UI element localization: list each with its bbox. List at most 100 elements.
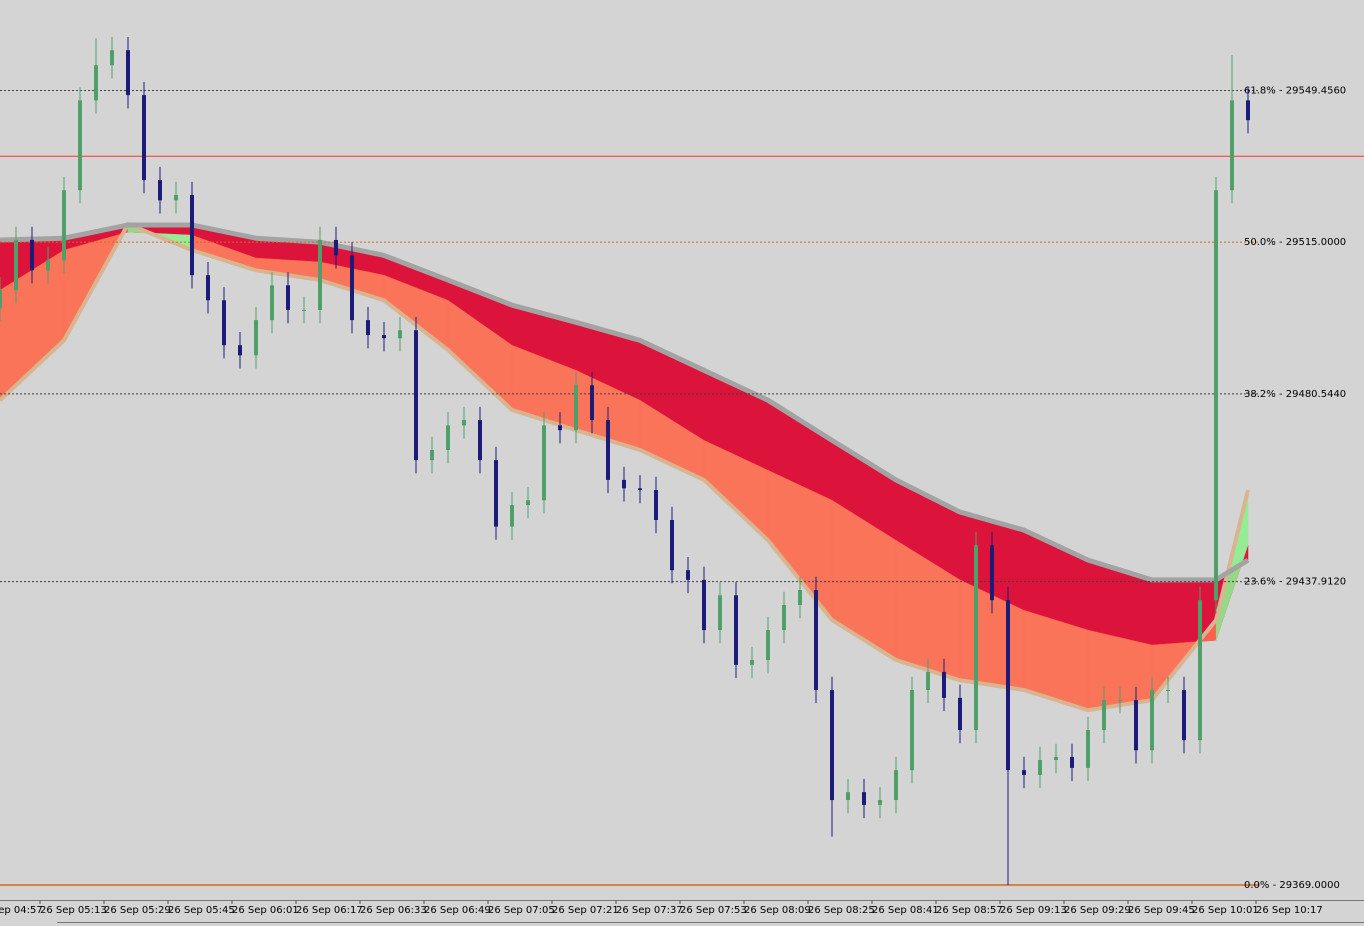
x-tick-label: 26 Sep 08:57 — [936, 905, 1003, 916]
candle-body — [190, 195, 194, 276]
x-tick-label: 26 Sep 04:57 — [0, 905, 43, 916]
candle-body — [1198, 600, 1202, 741]
candle-body — [846, 792, 850, 801]
candle-body — [110, 50, 114, 66]
candle-body — [1086, 730, 1090, 768]
x-tick-label: 26 Sep 05:13 — [40, 905, 107, 916]
candle-body — [222, 300, 226, 346]
x-tick-label: 26 Sep 07:37 — [616, 905, 683, 916]
candle-body — [1006, 600, 1010, 771]
candle-body — [574, 385, 578, 431]
candle-body — [238, 345, 242, 356]
candle-body — [734, 595, 738, 665]
candle-body — [174, 195, 178, 201]
x-tick-label: 26 Sep 10:01 — [1192, 905, 1259, 916]
candle-body — [1038, 759, 1042, 775]
fast-ma — [0, 221, 1250, 713]
candle-body — [654, 490, 658, 521]
candle-body — [494, 460, 498, 527]
x-tick-label: 26 Sep 08:41 — [872, 905, 939, 916]
candle-body — [926, 671, 930, 690]
x-tick-label: 26 Sep 05:29 — [104, 905, 171, 916]
candle-body — [702, 579, 706, 631]
candle-body — [1070, 756, 1074, 768]
candle-body — [1150, 689, 1154, 751]
slow-ma — [0, 222, 1250, 583]
x-tick-label: 26 Sep 06:49 — [424, 905, 491, 916]
candle-body — [670, 520, 674, 571]
candle-body — [974, 545, 978, 731]
fib-label: 61.8% - 29549.4560 — [1244, 85, 1346, 96]
candle-body — [1214, 190, 1218, 601]
x-tick-label: 26 Sep 05:45 — [168, 905, 235, 916]
candle-body — [1022, 770, 1026, 775]
x-tick-label: 26 Sep 06:33 — [360, 905, 427, 916]
candle-body — [542, 425, 546, 501]
candle-body — [606, 420, 610, 480]
candle-body — [414, 330, 418, 461]
x-tick-label: 26 Sep 09:45 — [1128, 905, 1195, 916]
candle-body — [446, 425, 450, 450]
candle-body — [158, 180, 162, 201]
candle-body — [94, 65, 98, 101]
candle-body — [270, 285, 274, 321]
x-tick-label: 26 Sep 09:29 — [1064, 905, 1131, 916]
candle-body — [318, 239, 322, 310]
candle-body — [558, 425, 562, 431]
candle-body — [302, 309, 306, 311]
candle-body — [622, 479, 626, 489]
candle-body — [1134, 700, 1138, 751]
candle-body — [894, 770, 898, 801]
x-tick-label: 26 Sep 06:01 — [232, 905, 299, 916]
candles — [0, 36, 1250, 886]
candle-body — [1102, 700, 1106, 731]
candle-body — [798, 590, 802, 605]
candle-body — [462, 420, 466, 426]
candle-body — [1230, 100, 1234, 191]
candle-body — [510, 505, 514, 527]
x-tick-label: 26 Sep 10:17 — [1256, 905, 1323, 916]
x-tick-label: 26 Sep 07:53 — [680, 905, 747, 916]
candle-body — [1182, 689, 1186, 741]
candle-body — [46, 260, 50, 271]
candle-body — [62, 190, 66, 261]
candle-body — [142, 95, 146, 181]
candle-body — [350, 255, 354, 321]
candle-body — [126, 50, 130, 96]
candle-body — [0, 290, 2, 309]
x-tick-label: 26 Sep 07:21 — [552, 905, 619, 916]
candle-body — [638, 488, 642, 491]
candle-body — [1054, 756, 1058, 760]
candle-body — [814, 590, 818, 690]
candle-body — [782, 604, 786, 631]
candle-body — [1166, 689, 1170, 691]
candle-body — [478, 420, 482, 461]
candle-body — [382, 335, 386, 339]
candle-body — [1118, 700, 1122, 702]
candle-body — [958, 697, 962, 731]
candle-body — [830, 689, 834, 801]
candle-body — [718, 595, 722, 631]
candle-body — [526, 500, 530, 506]
candle-body — [1246, 100, 1250, 121]
fib-label: 0.0% - 29369.0000 — [1244, 880, 1340, 891]
x-tick-label: 26 Sep 09:13 — [1000, 905, 1067, 916]
candle-body — [430, 450, 434, 461]
x-tick-label: 26 Sep 07:05 — [488, 905, 555, 916]
candle-body — [862, 792, 866, 805]
fib-label: 50.0% - 29515.0000 — [1244, 237, 1346, 248]
fib-label: 23.6% - 29437.9120 — [1244, 577, 1346, 588]
candle-body — [750, 660, 754, 665]
fib-label: 38.2% - 29480.5440 — [1244, 389, 1346, 400]
candle-body — [366, 320, 370, 336]
candle-body — [878, 800, 882, 805]
candle-body — [590, 385, 594, 421]
candle-body — [286, 285, 290, 310]
candle-body — [30, 239, 34, 271]
candle-body — [910, 689, 914, 771]
candle-body — [206, 275, 210, 301]
candle-body — [990, 545, 994, 601]
candle-body — [78, 100, 82, 191]
candle-body — [398, 330, 402, 339]
